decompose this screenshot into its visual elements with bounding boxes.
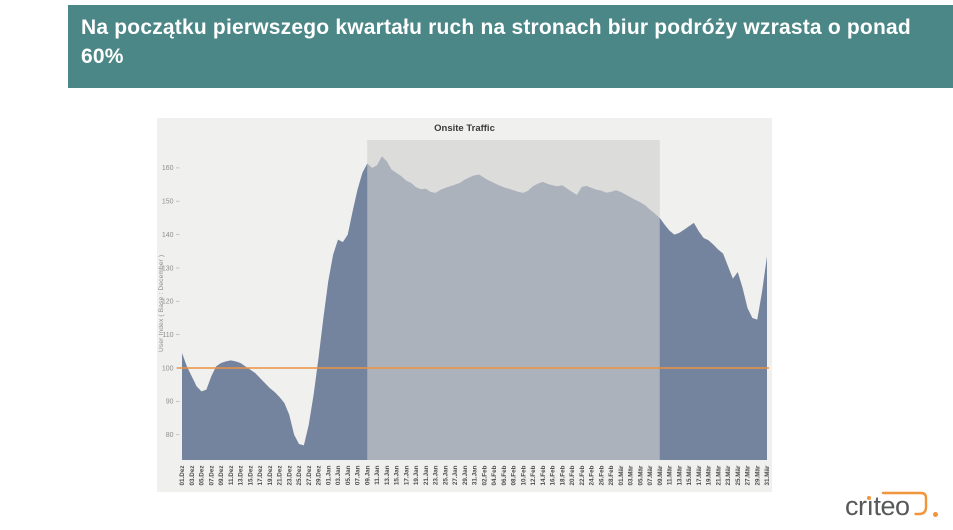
x-tick-label: 09.Jan (364, 465, 371, 485)
x-tick-label: 07.Mär (647, 465, 654, 486)
chart-title: Onsite Traffic (434, 123, 495, 134)
x-tick-label: 13.Jan (384, 465, 391, 485)
x-tick-label: 21.Mär (715, 465, 722, 486)
x-tick-label: 23.Jan (433, 465, 440, 485)
x-tick-label: 14.Feb (540, 465, 547, 485)
x-tick-label: 17.Jan (403, 465, 410, 485)
x-tick-label: 04.Feb (491, 465, 498, 485)
x-tick-label: 03.Dez (189, 466, 196, 486)
x-tick-label: 12.Feb (530, 465, 537, 485)
x-tick-label: 19.Mär (706, 465, 713, 486)
x-tick-label: 07.Jan (355, 465, 362, 485)
y-tick-label: 160 (162, 165, 174, 172)
x-tick-label: 23.Dez (286, 466, 293, 486)
y-tick-label: 120 (162, 299, 174, 306)
x-tick-label: 11.Mär (667, 465, 674, 485)
x-tick-label: 23.Mär (725, 465, 732, 486)
y-tick-label: 130 (162, 265, 174, 272)
x-tick-label: 25.Dez (296, 466, 303, 486)
x-tick-label: 01.Mär (618, 465, 625, 486)
y-tick-label: 80 (166, 432, 174, 439)
y-tick-label: 150 (162, 199, 174, 206)
y-tick-label: 110 (162, 332, 173, 339)
x-tick-label: 07.Dez (208, 466, 215, 486)
x-tick-label: 15.Mär (686, 465, 693, 486)
logo-i-dot-icon (867, 495, 872, 500)
x-tick-label: 29.Dez (316, 466, 323, 486)
x-tick-label: 27.Jan (452, 465, 459, 485)
x-tick-label: 31.Mär (764, 465, 771, 486)
x-tick-label: 31.Jan (472, 465, 479, 485)
x-tick-label: 01.Jan (325, 465, 332, 485)
x-tick-label: 15.Jan (394, 465, 401, 485)
x-tick-label: 06.Feb (501, 465, 508, 485)
x-tick-label: 15.Dez (247, 466, 254, 486)
y-tick-label: 140 (162, 232, 174, 239)
page-title: Na początku pierwszego kwartału ruch na … (81, 16, 911, 68)
x-tick-label: 25.Mär (735, 465, 742, 486)
x-tick-label: 18.Feb (559, 465, 566, 485)
x-tick-label: 05.Jan (345, 465, 352, 485)
header-banner: Na początku pierwszego kwartału ruch na … (68, 5, 953, 88)
x-tick-label: 25.Jan (442, 465, 449, 485)
highlight-region (367, 140, 660, 460)
x-tick-label: 22.Feb (579, 465, 586, 485)
x-tick-label: 19.Jan (413, 465, 420, 485)
x-tick-label: 05.Dez (199, 466, 206, 486)
x-tick-label: 11.Jan (374, 465, 381, 484)
chart-card: Onsite Traffic User Index ( Base : Decem… (157, 118, 772, 492)
x-tick-label: 26.Feb (598, 465, 605, 485)
x-tick-label: 17.Mär (696, 465, 703, 486)
x-tick-label: 21.Dez (277, 466, 284, 486)
x-tick-label: 29.Jan (462, 465, 469, 485)
x-tick-label: 09.Mär (657, 465, 664, 486)
x-tick-label: 01.Dez (179, 466, 186, 486)
x-tick-label: 27.Mär (745, 465, 752, 486)
x-tick-label: 19.Dez (267, 466, 274, 486)
y-tick-label: 100 (162, 365, 174, 372)
x-tick-label: 02.Feb (481, 465, 488, 485)
x-tick-label: 03.Mär (628, 465, 635, 486)
x-tick-label: 10.Feb (520, 465, 527, 485)
x-tick-label: 17.Dez (257, 466, 264, 486)
x-tick-label: 13.Dez (238, 466, 245, 486)
criteo-logo-text: crıteo (845, 491, 910, 521)
x-tick-label: 09.Dez (218, 466, 225, 486)
x-tick-label: 20.Feb (569, 465, 576, 485)
x-tick-label: 16.Feb (550, 465, 557, 485)
x-tick-label: 13.Mär (676, 465, 683, 486)
x-tick-label: 05.Mär (637, 465, 644, 486)
x-tick-label: 29.Mär (754, 465, 761, 486)
y-tick-label: 90 (166, 399, 174, 406)
criteo-logo: crıteo (845, 489, 951, 525)
x-tick-label: 03.Jan (335, 465, 342, 485)
logo-bracket-icon (881, 491, 928, 516)
x-tick-label: 27.Dez (306, 466, 313, 486)
logo-period-icon (933, 512, 938, 517)
x-tick-label: 11.Dez (228, 466, 235, 486)
x-tick-label: 24.Feb (589, 465, 596, 485)
x-tick-label: 21.Jan (423, 465, 430, 485)
x-tick-label: 08.Feb (511, 465, 518, 485)
x-tick-label: 28.Feb (608, 465, 615, 485)
